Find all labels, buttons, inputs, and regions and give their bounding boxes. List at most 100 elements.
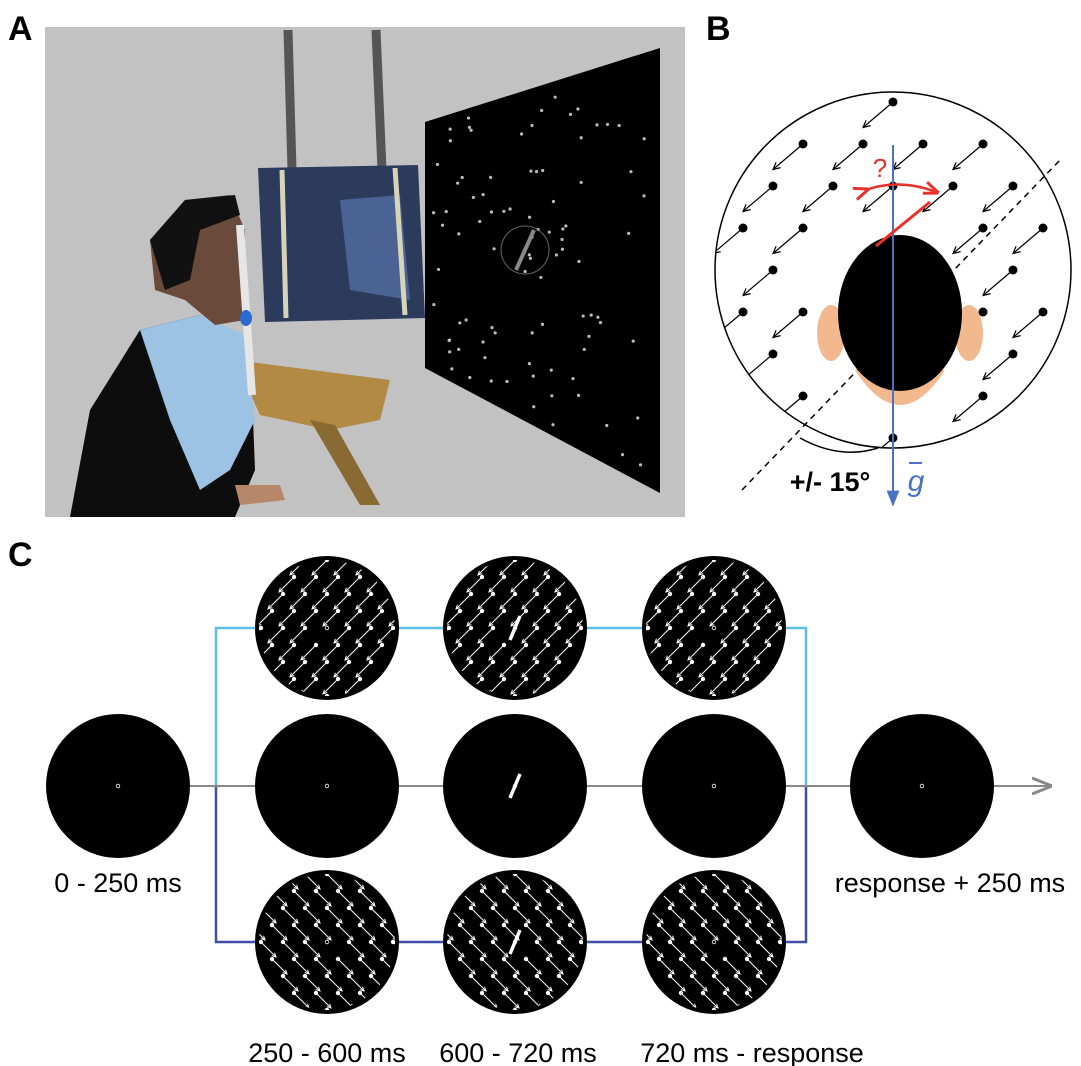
arrow-head <box>614 987 618 991</box>
arrow-shaft <box>246 662 261 677</box>
arrow-head <box>334 707 338 711</box>
arrow-shaft <box>736 1010 751 1025</box>
arrow-head <box>769 1021 773 1025</box>
stimulus <box>850 714 994 858</box>
arrow-head <box>246 707 250 711</box>
arrow-shaft <box>592 993 607 1008</box>
arrow-shaft <box>758 874 773 889</box>
arrow-dot <box>237 906 241 910</box>
screen-dot <box>458 321 461 324</box>
arrow-shaft <box>404 891 419 906</box>
screen-dot <box>627 232 630 235</box>
arrow-shaft <box>544 696 559 711</box>
screen-dot <box>441 224 444 227</box>
arrow-head <box>400 605 404 609</box>
arrow-head <box>769 885 773 889</box>
screen-dot <box>472 196 475 199</box>
question-mark: ? <box>873 153 887 183</box>
arrow-dot <box>469 1008 473 1012</box>
arrow-shaft <box>412 594 427 609</box>
arrow-dot <box>646 660 650 664</box>
arrow-dot <box>259 974 263 978</box>
arrow-shaft <box>415 942 430 957</box>
arrow-head <box>400 639 404 643</box>
arrow-shaft <box>787 696 802 711</box>
screen-dot <box>569 113 572 116</box>
arrow-head <box>659 1021 663 1025</box>
arrow-shaft <box>412 560 427 575</box>
stimulus-disc <box>642 714 786 858</box>
arrow-head <box>592 919 596 923</box>
arrow-shaft <box>611 628 626 643</box>
arrow-dot <box>646 558 650 562</box>
screen-dot <box>541 323 544 326</box>
arrow-dot <box>436 957 440 961</box>
arrow-head <box>356 707 360 711</box>
arrow-head <box>625 1004 629 1008</box>
screen-dot <box>449 128 452 131</box>
arrow-head <box>393 902 397 906</box>
arrow-shaft <box>637 993 652 1008</box>
arrow-dot <box>413 974 417 978</box>
arrow-shaft <box>416 925 431 940</box>
arrow-dot <box>800 872 804 876</box>
arrow-shaft <box>615 891 630 906</box>
screen-dot <box>523 270 526 273</box>
arrow-head <box>765 571 769 575</box>
arrow-shaft <box>787 662 802 677</box>
arrow-dot <box>237 592 241 596</box>
arrow-head <box>555 690 559 694</box>
arrow-shaft <box>791 993 806 1008</box>
arrow-head <box>412 639 416 643</box>
arrow-head <box>404 953 408 957</box>
arrow-dot <box>811 957 815 961</box>
arrow-head <box>577 690 581 694</box>
arrow-dot <box>436 575 440 579</box>
arrow-dot <box>425 558 429 562</box>
screen-dot <box>590 314 593 317</box>
arrow-shaft <box>577 679 592 694</box>
arrow-head <box>268 707 272 711</box>
arrow-dot <box>778 660 782 664</box>
arrow-head <box>577 588 581 592</box>
arrow-shaft <box>670 1010 685 1025</box>
screen-dot <box>583 348 586 351</box>
arrow-shaft <box>404 959 419 974</box>
arrow-head <box>445 588 449 592</box>
arrow-head <box>471 1004 475 1008</box>
arrow-head <box>622 656 626 660</box>
arrow-dot <box>413 558 417 562</box>
arrow-head <box>603 970 607 974</box>
arrow-head <box>426 987 430 991</box>
arrow-head <box>637 919 641 923</box>
arrow-head <box>393 1004 397 1008</box>
screen-dot <box>548 231 551 234</box>
arrow-dot <box>425 1008 429 1012</box>
screen-dot <box>582 314 585 317</box>
arrow-head <box>423 656 427 660</box>
arrow-head <box>648 902 652 906</box>
arrow-head <box>588 707 592 711</box>
arrow-dot <box>601 660 605 664</box>
arrow-head <box>758 1004 762 1008</box>
arrow-dot <box>226 575 230 579</box>
arrow-shaft <box>401 611 416 626</box>
stimulus <box>443 714 587 858</box>
arrow-dot <box>646 694 650 698</box>
arrow-shaft <box>802 908 817 923</box>
arrow-dot <box>579 872 583 876</box>
arrow-dot <box>237 974 241 978</box>
screen-dot <box>528 216 531 219</box>
screen-dot <box>457 348 460 351</box>
arrow-dot <box>635 889 639 893</box>
screen-dot <box>605 424 608 427</box>
arrow-dot <box>557 872 561 876</box>
arrow-head <box>802 970 806 974</box>
arrow-dot <box>281 558 285 562</box>
arrow-head <box>626 936 630 940</box>
arrow-head <box>791 953 795 957</box>
arrow-head <box>581 970 585 974</box>
arrow-dot <box>424 677 428 681</box>
arrow-dot <box>424 957 428 961</box>
arrow-dot <box>557 694 561 698</box>
